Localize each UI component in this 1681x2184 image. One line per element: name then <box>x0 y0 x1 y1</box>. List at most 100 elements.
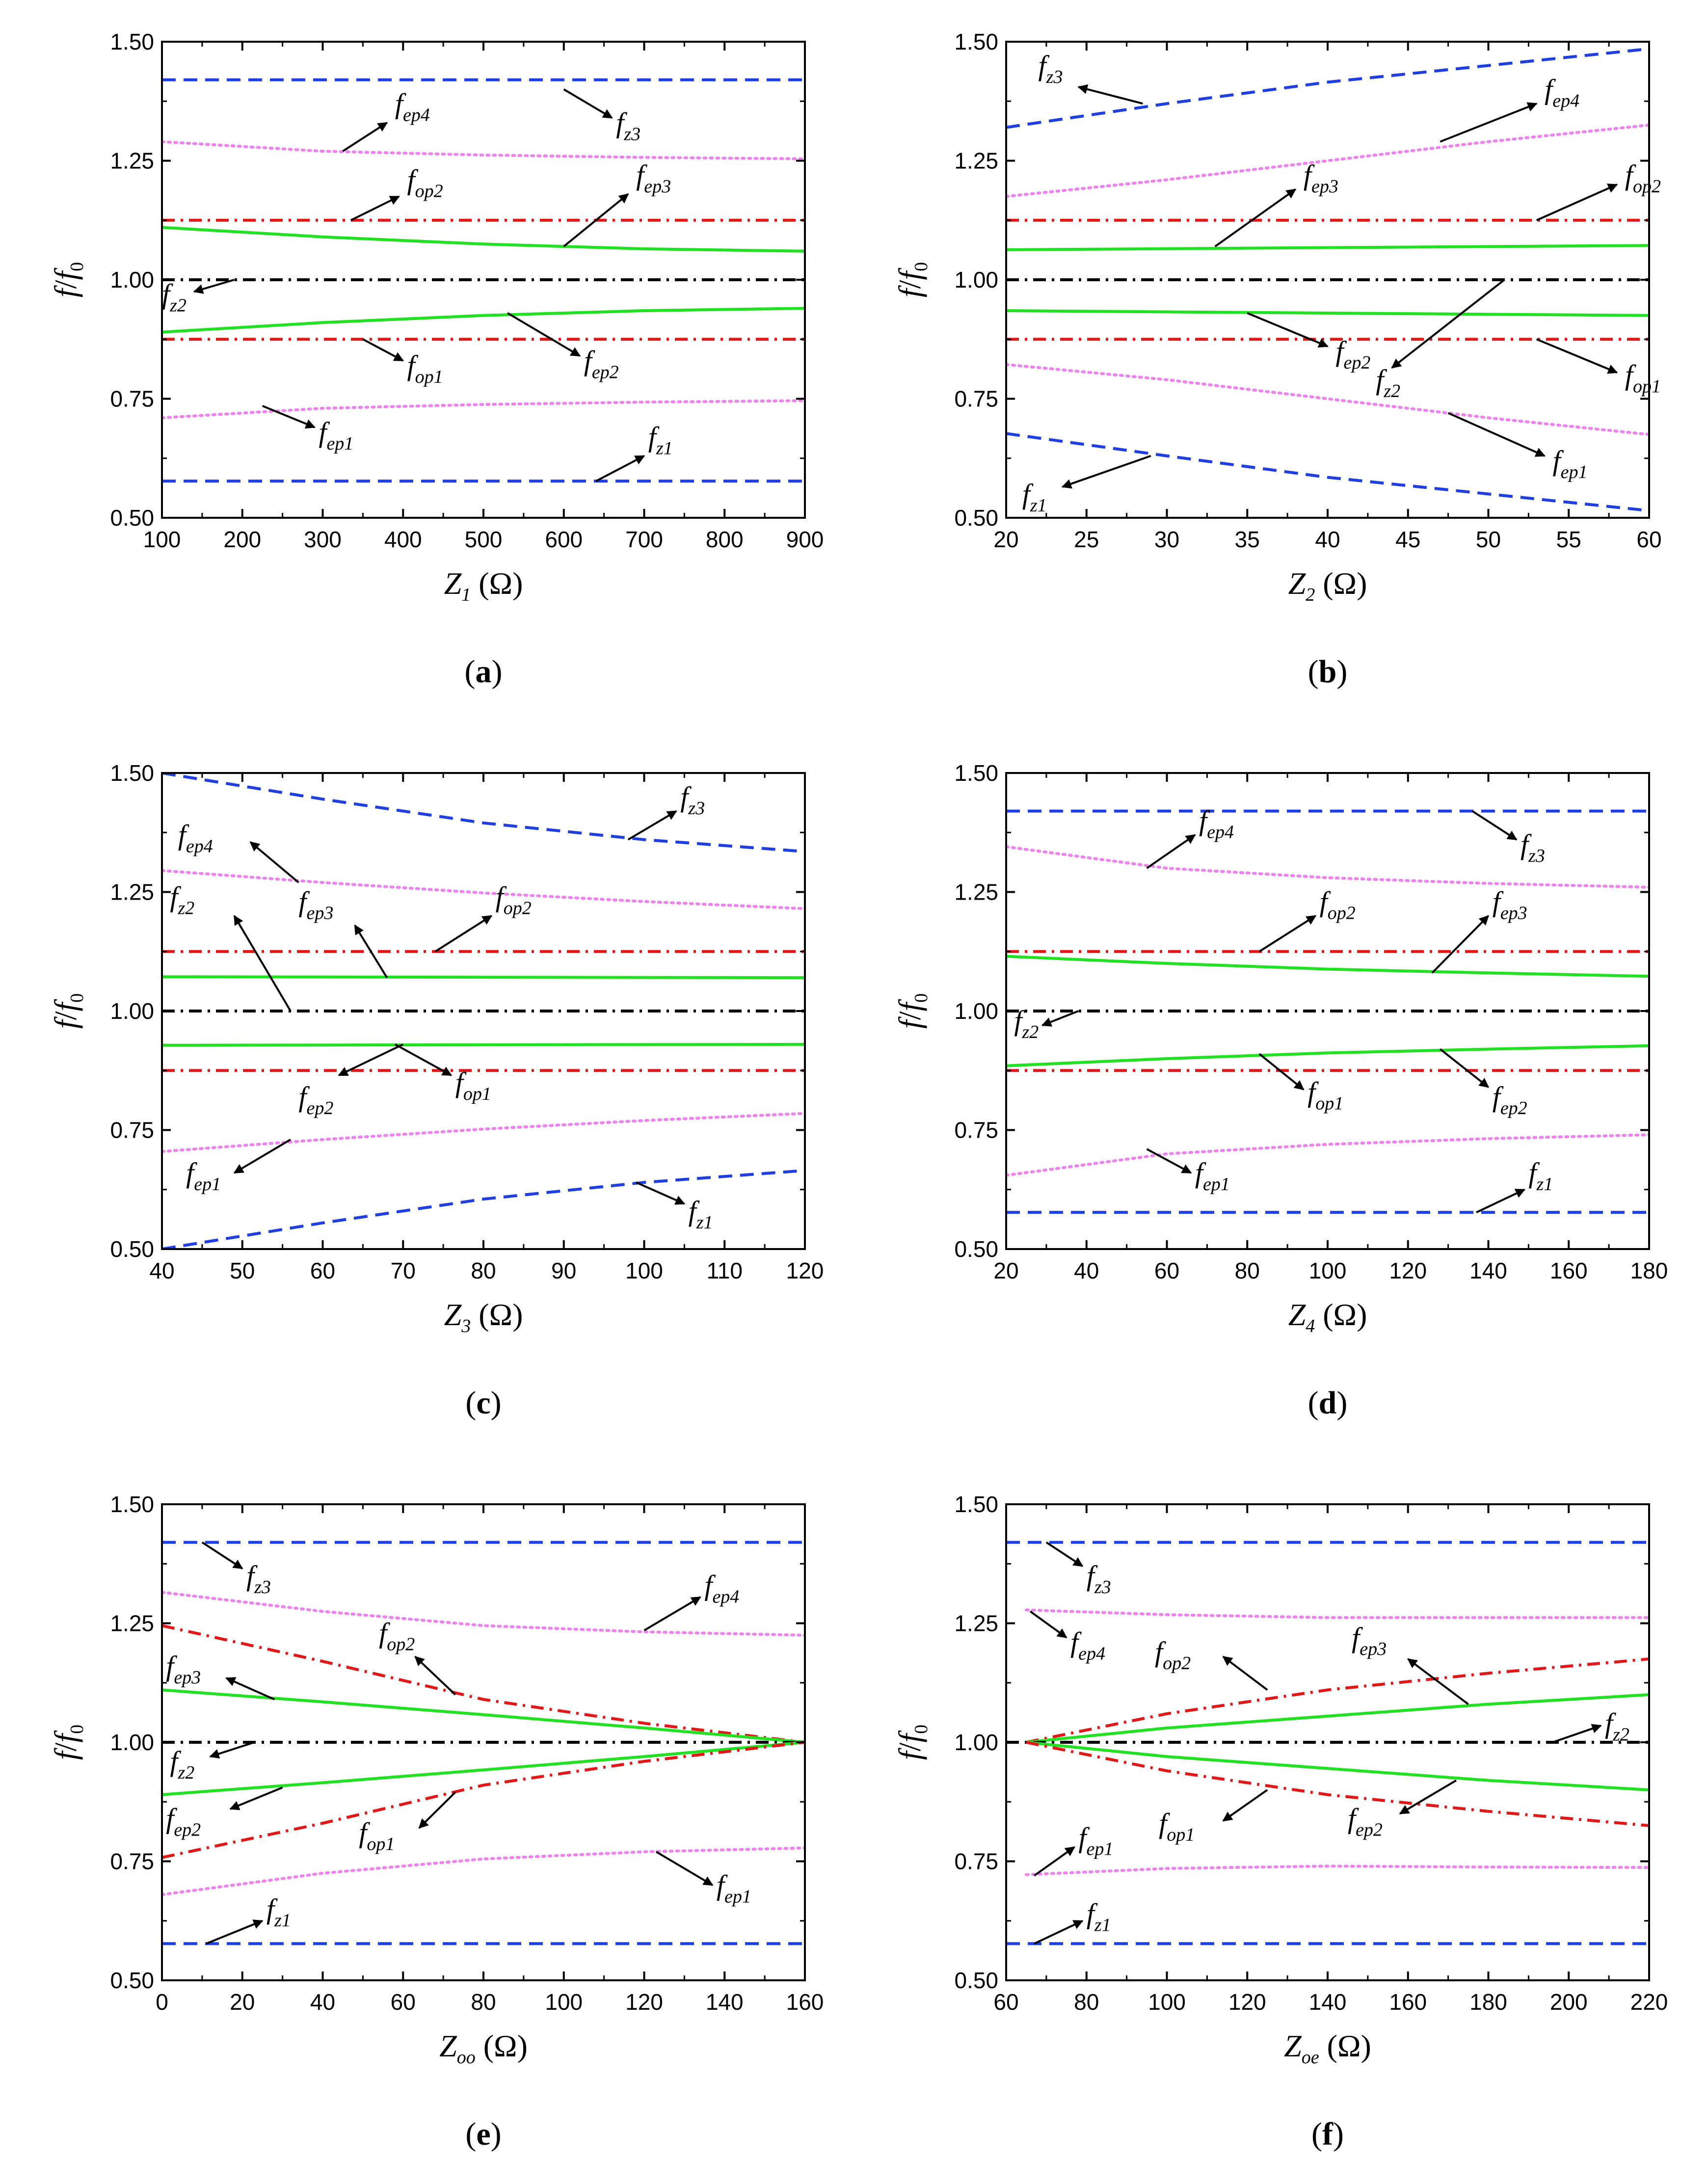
annotation-arrow <box>1447 412 1546 457</box>
y-tick-label: 1.25 <box>110 1611 154 1636</box>
y-tick-label: 0.75 <box>110 1118 154 1143</box>
series-line-fep3 <box>1006 955 1649 978</box>
annotation-arrow <box>1399 1779 1457 1815</box>
x-tick-label: 220 <box>1630 1989 1668 2015</box>
y-tick-label: 0.75 <box>954 386 998 412</box>
series-line-fep4 <box>162 869 805 910</box>
x-tick-label: 600 <box>545 527 583 552</box>
annotation-z2: fz2 <box>162 278 235 316</box>
y-tick-label: 0.75 <box>110 386 154 412</box>
annotation-arrow <box>418 1791 456 1829</box>
annotation-arrow <box>1471 810 1518 841</box>
annotation-arrow <box>201 1541 243 1570</box>
x-tick-label: 300 <box>304 527 342 552</box>
x-tick-label: 80 <box>1235 1258 1260 1283</box>
panel-label: (d) <box>1308 1385 1348 1421</box>
annotation-arrow <box>1476 1188 1525 1214</box>
annotation-ep1: fep1 <box>656 1851 751 1907</box>
annotation-arrow <box>209 1741 255 1759</box>
annotation-arrow <box>1029 1610 1067 1639</box>
y-tick-label: 1.00 <box>954 998 998 1024</box>
x-tick-label: 60 <box>391 1989 416 2015</box>
y-tick-label: 1.25 <box>954 879 998 905</box>
x-tick-label: 140 <box>1309 1989 1347 2015</box>
series-line-fep4 <box>1024 1608 1649 1619</box>
annotation-arrow <box>342 122 388 152</box>
series-line-fep3 <box>162 226 805 253</box>
annotation-arrow <box>1041 1010 1079 1027</box>
annotation-z1: fz1 <box>206 1893 291 1945</box>
y-tick-label: 1.00 <box>110 267 154 293</box>
chart-panel-e: 0.50 0.75 1.00 1.25 1.50 0 20 40 60 80 100 120 140 16… <box>48 1492 824 2152</box>
series-line-fep4 <box>162 140 805 160</box>
annotation-arrow <box>1440 102 1538 143</box>
x-tick-label: 120 <box>625 1989 663 2015</box>
annotation-arrow <box>1431 915 1489 974</box>
y-tick-label: 0.50 <box>110 1236 154 1262</box>
annotation-label: fep3 <box>1352 1622 1387 1659</box>
annotation-ep3: fep3 <box>1431 885 1527 974</box>
x-tick-label: 800 <box>706 527 744 552</box>
y-tick-label: 1.00 <box>110 998 154 1024</box>
series-line-fep4 <box>162 1591 805 1637</box>
annotation-arrow <box>354 924 388 979</box>
annotation-op2: fop2 <box>1258 885 1356 953</box>
x-tick-label: 200 <box>1550 1989 1588 2015</box>
series-line-fep3 <box>162 975 805 980</box>
annotation-arrow <box>1214 188 1297 247</box>
x-tick-label: 55 <box>1556 527 1581 552</box>
annotation-arrow <box>233 1139 292 1174</box>
annotation-z2: fz2 <box>1552 1707 1629 1745</box>
annotation-label: fep2 <box>1335 335 1370 373</box>
x-tick-label: 80 <box>471 1989 496 2015</box>
y-tick-label: 1.25 <box>110 879 154 905</box>
annotation-arrow <box>1222 1789 1268 1822</box>
x-axis-label: Z3 (Ω) <box>444 1297 523 1336</box>
annotation-arrow <box>1077 84 1143 105</box>
x-tick-label: 120 <box>1389 1258 1427 1283</box>
series-line-fep3 <box>1026 1693 1649 1744</box>
annotation-arrow <box>1045 1541 1084 1567</box>
series-line-fep2 <box>1026 1741 1649 1791</box>
annotation-label: fz2 <box>170 881 194 919</box>
annotation-label: fop1 <box>359 1817 395 1855</box>
x-tick-label: 80 <box>471 1258 496 1283</box>
annotation-arrow <box>507 312 581 357</box>
annotation-arrow <box>1258 1053 1305 1091</box>
x-axis-label: Z4 (Ω) <box>1288 1297 1367 1336</box>
x-tick-label: 160 <box>1550 1258 1588 1283</box>
y-tick-label: 0.50 <box>954 1968 998 1993</box>
annotation-z1: fz1 <box>1476 1157 1553 1214</box>
annotation-label: fep3 <box>636 159 671 197</box>
x-tick-label: 70 <box>391 1258 416 1283</box>
x-tick-label: 20 <box>230 1989 255 2015</box>
annotation-label: fop2 <box>407 164 443 202</box>
series-group <box>1006 809 1649 1214</box>
x-tick-label: 0 <box>156 1989 168 2015</box>
y-tick-label: 1.50 <box>110 760 154 786</box>
x-tick-label: 160 <box>1389 1989 1427 2015</box>
series-line-fop1 <box>162 1741 805 1859</box>
annotation-arrow <box>233 915 292 1012</box>
series-line-fop2 <box>162 1624 805 1744</box>
series-group <box>1006 1541 1649 1945</box>
x-tick-label: 40 <box>1315 527 1340 552</box>
x-tick-label: 200 <box>223 527 261 552</box>
chart-panel-d: 0.50 0.75 1.00 1.25 1.50 20 40 60 80 100 120 140 160… <box>892 760 1668 1421</box>
x-tick-label: 100 <box>1148 1989 1186 2015</box>
annotation-arrow <box>627 810 677 841</box>
annotation-arrow <box>1034 1846 1075 1877</box>
annotation-arrow <box>1258 915 1317 953</box>
x-tick-label: 100 <box>625 1258 663 1283</box>
x-tick-label: 120 <box>1228 1989 1266 2015</box>
annotation-ep4: fep4 <box>178 819 299 883</box>
annotation-arrow <box>394 1043 453 1076</box>
series-line-fep2 <box>1006 1044 1649 1067</box>
x-tick-label: 60 <box>1636 527 1661 552</box>
annotation-ep4: fep4 <box>1029 1610 1105 1664</box>
annotation-label: fep3 <box>1493 885 1527 923</box>
annotation-ep2: fep2 <box>166 1786 283 1840</box>
annotation-ep1: fep1 <box>1146 1148 1230 1195</box>
series-line-fz3 <box>1006 47 1649 129</box>
